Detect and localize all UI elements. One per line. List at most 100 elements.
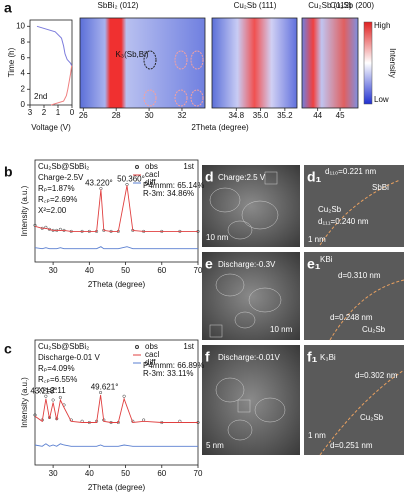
x-tick-label: 35.2 <box>277 111 293 120</box>
legend-swatch <box>135 345 139 349</box>
condition: Discharge:-0.01V <box>218 353 280 362</box>
x-axis-label: Voltage (V) <box>31 123 71 132</box>
axis-frame <box>301 17 359 109</box>
cycle: 1st <box>183 162 194 171</box>
colorbar-label: Low <box>374 95 389 104</box>
series-line <box>34 185 198 232</box>
y-tick-label: 2 <box>21 84 26 93</box>
colorbar-label: High <box>374 21 390 30</box>
x-tick-label: 0 <box>70 108 75 117</box>
data-point <box>122 394 126 398</box>
y-tick-label: 4 <box>21 69 26 78</box>
x-tick-label: 30 <box>49 469 58 478</box>
x-tick-label: 34.8 <box>228 111 244 120</box>
peak-label: SbBi₂ (012) <box>98 1 139 10</box>
panel-label: a <box>4 0 12 16</box>
scale-bar: 10 nm <box>270 325 293 334</box>
annotation: d=0.248 nm <box>330 313 373 322</box>
x-axis-label: 2Theta (degree) <box>88 483 146 492</box>
peak-label: 43.118° <box>30 386 57 395</box>
peak-label: 49.621° <box>91 383 119 392</box>
legend-label: diff <box>145 178 156 187</box>
tem-panels: d Charge:2.5 V 10 nm d₁ d₁₁₀=0.221 nm Sb… <box>202 165 405 456</box>
tem-image <box>304 345 404 455</box>
y-tick-label: 0 <box>21 100 26 109</box>
panel-label: f <box>205 349 210 365</box>
scale-bar: 10 nm <box>206 233 229 242</box>
annotation: d₁₁₀=0.221 nm <box>325 167 377 176</box>
x-tick-label: 40 <box>85 469 94 478</box>
phase: P4/nmm: 65.14% <box>143 181 204 190</box>
x-tick-label: 32 <box>178 111 187 120</box>
colorbar <box>363 21 373 105</box>
axis-frame <box>79 17 206 109</box>
peak-label: K₃(Sb,Bi) <box>115 50 148 59</box>
heatmap-image <box>212 18 297 108</box>
x-tick-label: 50 <box>121 469 130 478</box>
legend-label: obs <box>145 342 158 351</box>
fit-stat: Rₚ=4.09% <box>38 364 75 373</box>
x-tick-label: 30 <box>145 111 154 120</box>
tem-image <box>202 345 300 455</box>
y-tick-label: 6 <box>21 53 26 62</box>
legend-swatch <box>135 165 139 169</box>
x-tick-label: 3 <box>28 108 33 117</box>
annotation: d=0.302 nm <box>355 371 398 380</box>
x-tick-label: 26 <box>79 111 88 120</box>
y-tick-label: 8 <box>21 37 26 46</box>
x-axis-label: 2Theta (degree) <box>191 123 249 132</box>
x-tick-label: 2 <box>42 108 47 117</box>
fit-stat: R꜀ₚ=2.69% <box>38 195 77 204</box>
sample: Cu₂Sb@SbBi₂ <box>38 162 89 171</box>
sample: Cu₂Sb@SbBi₂ <box>38 342 89 351</box>
scale-bar: 1 nm <box>308 431 326 440</box>
x-tick-label: 70 <box>194 469 203 478</box>
phase: R-3m: 33.11% <box>143 369 194 378</box>
annotation: d=0.310 nm <box>338 271 381 280</box>
data-point <box>58 395 62 400</box>
heatmap-image <box>302 18 358 108</box>
axis-frame <box>211 17 298 109</box>
x-tick-label: 35.0 <box>253 111 269 120</box>
series-line <box>50 65 73 106</box>
phase: R-3m: 34.86% <box>143 189 194 198</box>
annotation: d=0.251 nm <box>330 441 373 450</box>
legend-label: cacl <box>145 350 159 359</box>
annotation: Cu₂Sb <box>318 205 342 214</box>
scale-bar: 5 nm <box>206 441 224 450</box>
data-point <box>51 398 55 402</box>
data-point <box>44 394 48 398</box>
annotation: K₃Bi <box>320 353 336 362</box>
legend-label: obs <box>145 162 158 171</box>
tem-image <box>202 252 300 340</box>
highlight <box>143 50 204 107</box>
peak-label: Cu₂Sb (200) <box>330 1 374 10</box>
phase: P4/nmm: 66.89% <box>143 361 204 370</box>
annotation: 2nd <box>34 92 47 101</box>
x-tick-label: 1 <box>56 108 61 117</box>
fit-stat: R꜀ₚ=6.55% <box>38 375 77 384</box>
axis-frame <box>34 339 199 466</box>
series-line <box>34 443 198 447</box>
axis-frame <box>34 159 199 263</box>
annotation: SbBi <box>372 183 389 192</box>
panel-label: b <box>4 164 13 180</box>
y-axis-label: Time (h) <box>7 47 16 77</box>
x-axis-label: 2Theta (degree) <box>88 280 146 289</box>
condition: Discharge:-0.3V <box>218 260 276 269</box>
panel-label: d₁ <box>307 169 322 185</box>
scale-bar: 1 nm <box>308 235 326 244</box>
panel-label: f₁ <box>307 349 318 365</box>
legend-label: cacl <box>145 170 159 179</box>
annotation: Cu₂Sb <box>362 325 386 334</box>
x-tick-label: 45 <box>336 111 345 120</box>
cycle: 1st <box>183 342 194 351</box>
fit-stat: X²=2.00 <box>38 206 67 215</box>
peak-label: 50.360° <box>117 175 145 184</box>
x-tick-label: 70 <box>194 266 203 275</box>
panel-label: e₁ <box>307 256 321 272</box>
fit-stat: Rₚ=1.87% <box>38 184 75 193</box>
y-axis-label: Intensity (a.u.) <box>20 185 29 236</box>
peak-label: Cu₂Sb (112) <box>308 1 352 10</box>
